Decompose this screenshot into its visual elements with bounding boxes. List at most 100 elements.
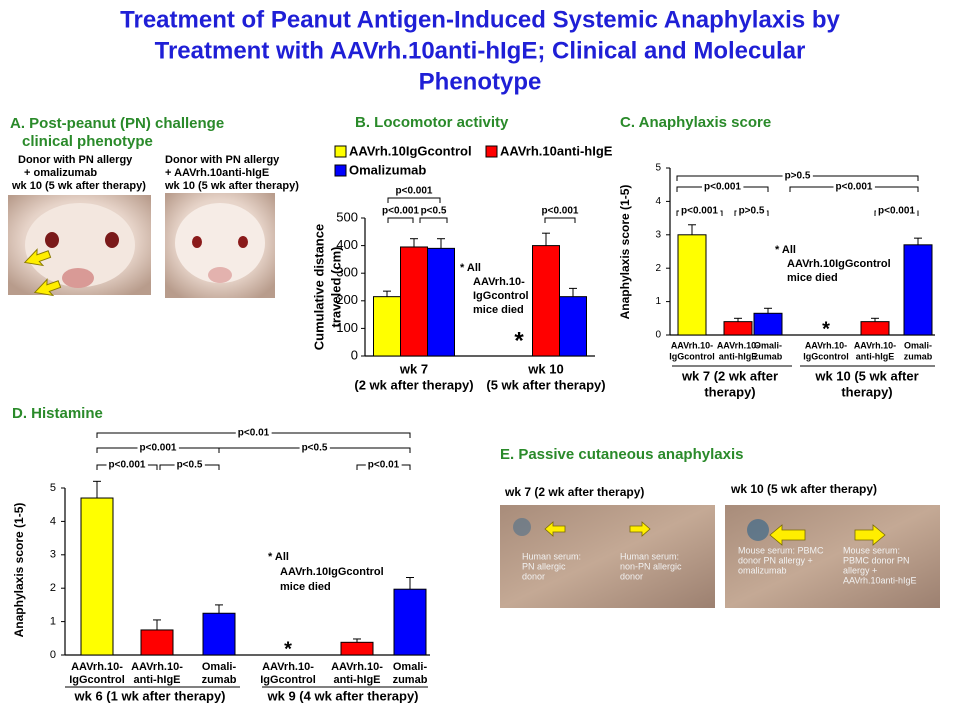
photo-label: allergy + (843, 565, 877, 575)
significance-bracket: p<0.001 (387, 186, 441, 203)
bar-label: IgGcontrol (69, 674, 125, 686)
label-bg (106, 462, 148, 468)
legend-swatch (334, 145, 347, 158)
bar-label: IgGcontrol (803, 351, 849, 361)
bar-label: anti-hIgE (856, 351, 895, 361)
significance-bracket: p<0.001 (676, 206, 723, 217)
bar (340, 641, 374, 656)
mouse-photo (8, 195, 151, 297)
bar (532, 245, 560, 357)
photo-caption: Donor with PN allergy (165, 154, 280, 166)
mouse-photo (165, 193, 275, 298)
bar-label: Omali- (393, 661, 428, 673)
error-bar (688, 224, 696, 235)
bracket-line (387, 217, 414, 223)
bar-label: IgGcontrol (260, 674, 316, 686)
significance-label: p<0.001 (396, 186, 433, 197)
y-tick-label: 0 (351, 347, 358, 362)
y-axis-label: Anaphylaxis score (1-5) (618, 185, 632, 320)
note: AAVrh.10IgGcontrol (280, 566, 384, 578)
error-bar (734, 317, 742, 322)
error-bar (569, 287, 577, 297)
skin-photo (725, 505, 940, 608)
label-bg (702, 184, 744, 190)
y-tick-label: 3 (655, 229, 661, 240)
y-tick-label: 5 (655, 163, 661, 174)
significance-bracket: p<0.5 (159, 460, 220, 471)
bar-label: anti-hIgE (333, 674, 380, 686)
y-axis-label: Cumulative distance (311, 224, 326, 350)
bar-label: IgGcontrol (669, 351, 715, 361)
bar (202, 612, 236, 656)
note: * All (268, 551, 289, 563)
panel-title: clinical phenotype (22, 133, 153, 150)
significance-label: p<0.001 (382, 206, 419, 217)
significance-label: p<0.01 (238, 428, 270, 439)
panel-title: A. Post-peanut (PN) challenge (10, 115, 224, 132)
significance-label: p<0.5 (302, 443, 328, 454)
label-bg (782, 173, 813, 179)
y-tick-label: 400 (336, 237, 358, 252)
photo-label: donor (522, 571, 545, 581)
null-marker: * (284, 638, 292, 660)
significance-label: p<0.001 (109, 460, 146, 471)
bar (373, 296, 401, 357)
bar-label: anti-hIgE (719, 351, 758, 361)
photo-label: Mouse serum: (843, 545, 900, 555)
y-tick-label: 300 (336, 265, 358, 280)
significance-bracket: p<0.001 (676, 182, 769, 193)
y-tick-label: 4 (655, 196, 661, 207)
y-tick-label: 1 (655, 296, 661, 307)
bar (427, 247, 455, 357)
significance-label: p>0.5 (739, 206, 765, 217)
bar-label: Omali- (754, 340, 782, 350)
x-category-label: wk 7 (2 wk after (681, 368, 778, 383)
chart-title: D. Histamine (12, 405, 103, 422)
y-tick-label: 100 (336, 320, 358, 335)
photo-header: wk 10 (5 wk after therapy) (730, 482, 877, 496)
significance-bracket: p<0.01 (96, 428, 411, 439)
error-bar (383, 290, 391, 297)
legend-label: AAVrh.10anti-hIgE (500, 143, 613, 158)
note: AAVrh.10IgGcontrol (787, 258, 891, 270)
significance-label: p<0.001 (140, 443, 177, 454)
significance-bracket: p>0.5 (734, 206, 769, 217)
y-tick-label: 4 (50, 515, 56, 527)
significance-label: p>0.5 (785, 171, 811, 182)
y-axis-label: Anaphylaxis score (1-5) (12, 503, 26, 638)
label-bg (736, 208, 767, 214)
error-bar (542, 232, 550, 246)
y-tick-label: 200 (336, 292, 358, 307)
photo-label: Human serum: (620, 551, 679, 561)
label-bg (679, 208, 721, 214)
note: mice died (280, 581, 331, 593)
bracket-line (387, 197, 441, 203)
note: AAVrh.10- (473, 276, 525, 288)
note: * All (460, 262, 481, 274)
x-category-label: wk 10 (527, 361, 563, 376)
photo-label: PBMC donor PN (843, 555, 910, 565)
significance-bracket: p<0.5 (218, 443, 411, 454)
photo-caption: + AAVrh.10anti-hIgE (165, 167, 269, 179)
photo-label: AAVrh.10anti-hIgE (843, 575, 917, 585)
label-bg (365, 462, 402, 468)
photo-label: Mouse serum: PBMC (738, 545, 824, 555)
photo-label: PN allergic (522, 561, 566, 571)
null-marker: * (514, 327, 524, 354)
significance-bracket: p<0.001 (96, 443, 220, 454)
photo-caption: + omalizumab (24, 167, 97, 179)
error-bar (410, 238, 418, 247)
photo-caption: wk 10 (5 wk after therapy) (11, 180, 146, 192)
bar (400, 246, 428, 357)
bar (677, 234, 707, 336)
photo-caption: wk 10 (5 wk after therapy) (164, 180, 299, 192)
note: mice died (787, 272, 838, 284)
legend-swatch (334, 164, 347, 177)
chart-title: B. Locomotor activity (355, 114, 509, 131)
bar-label: Omali- (202, 661, 237, 673)
photo-label: donor PN allergy + (738, 555, 813, 565)
y-tick-label: 3 (50, 549, 56, 561)
